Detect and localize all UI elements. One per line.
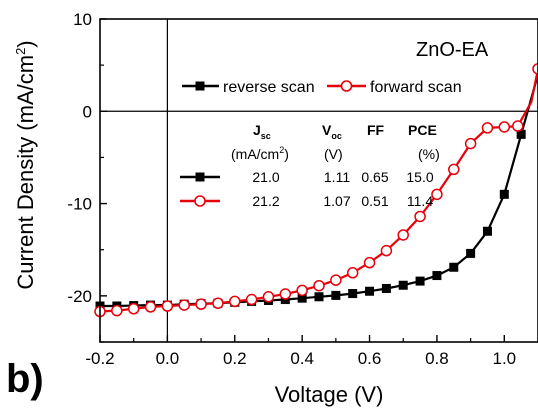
- data-point-circle: [195, 298, 207, 310]
- data-point-circle: [464, 137, 477, 150]
- table-header-ff: FF: [367, 122, 385, 138]
- data-point-circle: [161, 300, 174, 312]
- table-unit-jsc: (mA/cm2): [231, 145, 289, 162]
- table-cell-pce: 15.0: [406, 169, 433, 185]
- legend: reverse scan forward scan: [182, 79, 462, 96]
- legend-label-forward-scan: forward scan: [370, 79, 462, 96]
- table-header-pce: PCE: [408, 122, 437, 138]
- data-point-circle: [212, 297, 224, 309]
- table-cell-ff: 0.65: [361, 169, 388, 185]
- data-point-square: [466, 248, 476, 258]
- data-point-circle: [178, 299, 190, 311]
- data-point-square: [499, 189, 509, 199]
- y-tick-label: -20: [67, 287, 92, 306]
- x-tick-label: 0.6: [358, 349, 382, 368]
- table-header-voc: Voc: [322, 122, 342, 141]
- legend-marker-open-circle: [340, 80, 353, 92]
- y-axis-title-main: Current Density (mA/cm: [13, 55, 38, 290]
- legend-entry-reverse-scan: reverse scan: [182, 79, 315, 96]
- series-reverse-scan: [95, 74, 538, 311]
- data-point-circle: [144, 301, 157, 313]
- data-point-circle: [431, 188, 443, 201]
- sample-annotation: ZnO-EA: [416, 39, 489, 61]
- data-point-circle: [363, 256, 376, 269]
- data-point-square: [432, 271, 442, 281]
- legend-label-reverse-scan: reverse scan: [223, 79, 315, 96]
- series-line: [99, 68, 538, 313]
- data-point-circle: [245, 293, 258, 306]
- table-cell-voc: 1.11: [324, 169, 350, 185]
- y-axis-title-end: ): [13, 40, 38, 47]
- data-point-circle: [397, 229, 409, 241]
- data-point-square: [449, 262, 459, 272]
- legend-entry-forward-scan: forward scan: [327, 79, 462, 96]
- data-point-circle: [229, 295, 241, 308]
- x-tick-label: 0.2: [223, 349, 247, 368]
- table-row-marker-open-circle: [194, 195, 206, 207]
- data-point-circle: [532, 63, 538, 75]
- y-axis-title-superscript: 2: [13, 48, 28, 55]
- data-point-square: [314, 292, 324, 302]
- data-point-square: [297, 293, 307, 303]
- data-point-circle: [279, 288, 292, 300]
- table-cell-jsc: 21.2: [252, 193, 279, 209]
- data-point-circle: [296, 284, 308, 297]
- data-point-circle: [512, 120, 524, 132]
- data-point-circle: [380, 244, 393, 257]
- data-point-square: [398, 280, 408, 290]
- y-tick-label: -10: [67, 195, 92, 214]
- data-point-circle: [330, 274, 342, 286]
- table-row-reverse: 21.0 1.11 0.65 15.0: [180, 169, 434, 185]
- data-point-circle: [127, 303, 140, 315]
- table-cell-jsc: 21.0: [252, 169, 279, 185]
- x-tick-label: 0.4: [290, 349, 314, 368]
- data-point-square: [482, 226, 492, 236]
- table-unit-pce: (%): [418, 146, 440, 162]
- data-point-square: [516, 129, 526, 139]
- data-point-circle: [346, 267, 359, 279]
- data-point-circle: [111, 304, 123, 317]
- legend-marker-filled-square: [195, 81, 205, 91]
- performance-table: Jsc Voc FF PCE (mA/cm2) (V) (%) 21.0 1.1…: [180, 122, 440, 209]
- data-point-circle: [498, 121, 511, 133]
- data-point-circle: [414, 210, 426, 223]
- table-cell-pce: 11.4: [407, 193, 433, 209]
- x-tick-label: 0.0: [156, 349, 180, 368]
- y-tick-label: 10: [73, 10, 92, 29]
- data-point-square: [348, 289, 358, 299]
- data-point-circle: [262, 291, 275, 303]
- x-tick-label: 1.0: [492, 349, 516, 368]
- table-row-marker-filled-square: [195, 172, 205, 182]
- figure-panel-label: b): [6, 357, 44, 401]
- data-point-circle: [448, 163, 460, 176]
- x-axis-title: Voltage (V): [275, 382, 384, 407]
- series-forward-scan: [94, 63, 538, 318]
- table-cell-voc: 1.07: [323, 193, 350, 209]
- data-point-square: [415, 276, 425, 286]
- plot-area-frame: [99, 18, 538, 343]
- table-cell-ff: 0.51: [361, 193, 388, 209]
- y-axis-title: Current Density (mA/cm2): [13, 40, 38, 289]
- data-point-square: [331, 290, 341, 300]
- data-point-square: [365, 286, 375, 296]
- table-row-forward: 21.2 1.07 0.51 11.4: [180, 193, 433, 209]
- data-point-square: [381, 283, 391, 293]
- table-header-jsc: Jsc: [253, 122, 271, 141]
- x-tick-label: -0.2: [85, 349, 114, 368]
- x-tick-label: 0.8: [425, 349, 449, 368]
- data-point-circle: [481, 122, 494, 134]
- data-point-circle: [313, 279, 325, 292]
- y-tick-label: 0: [83, 102, 92, 121]
- series-line: [100, 74, 538, 308]
- table-unit-voc: (V): [324, 146, 343, 162]
